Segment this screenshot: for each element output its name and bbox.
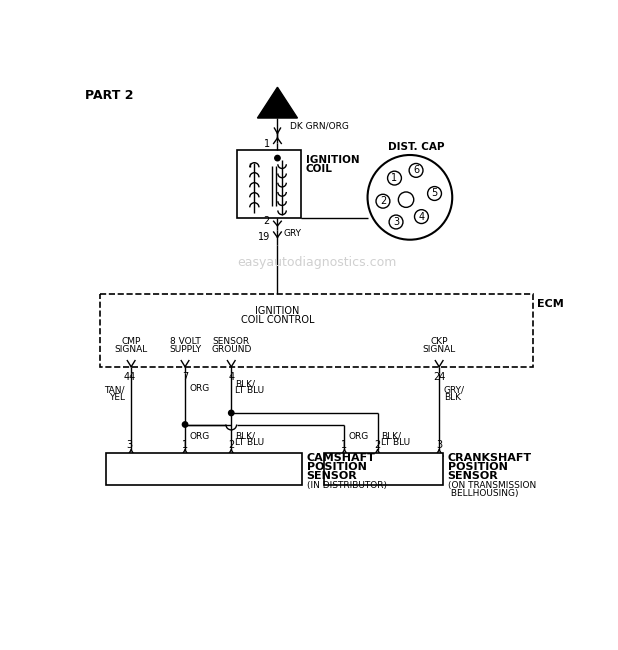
Circle shape (428, 187, 441, 200)
Text: CRANKSHAFT: CRANKSHAFT (447, 452, 531, 463)
Text: POSITION: POSITION (307, 462, 366, 472)
Text: 1: 1 (264, 139, 269, 150)
Text: 19: 19 (258, 233, 269, 242)
Text: BELLHOUSING): BELLHOUSING) (447, 489, 518, 497)
Text: A: A (271, 96, 283, 111)
Circle shape (275, 155, 280, 161)
Text: (ON TRANSMISSION: (ON TRANSMISSION (447, 481, 536, 490)
Polygon shape (258, 87, 297, 118)
Text: easyautodiagnostics.com: easyautodiagnostics.com (237, 256, 396, 269)
Text: 2: 2 (380, 196, 386, 206)
Text: GROUND: GROUND (211, 344, 252, 354)
Text: DK GRN/ORG: DK GRN/ORG (290, 122, 349, 130)
Circle shape (182, 422, 188, 427)
Circle shape (409, 163, 423, 177)
Text: BLK/: BLK/ (235, 379, 255, 388)
Text: LT BLU: LT BLU (235, 437, 265, 447)
Text: ECM: ECM (537, 300, 564, 309)
Circle shape (368, 155, 452, 240)
Text: BLK: BLK (444, 393, 461, 402)
Text: 2: 2 (375, 440, 381, 450)
Text: 1: 1 (341, 440, 347, 450)
Text: 3: 3 (127, 440, 133, 450)
Text: 2: 2 (263, 216, 269, 226)
Text: SIGNAL: SIGNAL (423, 344, 456, 354)
Bar (100, 294, 533, 367)
Text: SENSOR: SENSOR (447, 471, 498, 481)
Text: 4: 4 (418, 212, 425, 222)
Text: CKP: CKP (430, 337, 448, 346)
Text: ORG: ORG (190, 432, 210, 441)
Text: (IN DISTRIBUTOR): (IN DISTRIBUTOR) (307, 481, 387, 490)
Text: 3: 3 (393, 217, 399, 227)
Text: 44: 44 (124, 372, 136, 382)
Text: GRY: GRY (284, 229, 302, 238)
Circle shape (399, 192, 413, 207)
Text: COIL CONTROL: COIL CONTROL (240, 315, 314, 325)
Text: DIST. CAP: DIST. CAP (388, 142, 444, 152)
Text: 8 VOLT: 8 VOLT (170, 337, 200, 346)
Text: 1: 1 (182, 440, 188, 450)
Text: CMP: CMP (122, 337, 141, 346)
Text: IGNITION: IGNITION (306, 155, 360, 164)
Text: COIL: COIL (306, 164, 333, 174)
Text: TAN/: TAN/ (104, 385, 125, 395)
Text: LT BLU: LT BLU (235, 386, 265, 395)
Text: PART 2: PART 2 (85, 89, 133, 102)
Text: GRY/: GRY/ (444, 385, 465, 395)
Text: BLK/: BLK/ (235, 432, 255, 441)
Circle shape (376, 194, 390, 208)
Text: SENSOR: SENSOR (307, 471, 357, 481)
Text: POSITION: POSITION (447, 462, 507, 472)
Circle shape (389, 215, 403, 229)
Text: ORG: ORG (190, 384, 210, 393)
Text: ORG: ORG (349, 432, 368, 441)
Text: 4: 4 (228, 372, 234, 382)
Text: SENSOR: SENSOR (213, 337, 250, 346)
Text: CAMSHAFT: CAMSHAFT (307, 452, 376, 463)
Bar (324, 453, 443, 486)
Text: 24: 24 (433, 372, 446, 382)
Text: YEL: YEL (109, 393, 125, 402)
Text: 2: 2 (228, 440, 234, 450)
Bar (106, 453, 302, 486)
Text: IGNITION: IGNITION (255, 306, 300, 315)
Text: BLK/: BLK/ (381, 432, 402, 441)
Text: 1: 1 (391, 173, 397, 183)
Circle shape (387, 171, 402, 185)
Text: LT BLU: LT BLU (381, 437, 410, 447)
Bar (237, 150, 300, 218)
Circle shape (415, 210, 428, 224)
Text: 5: 5 (431, 188, 438, 198)
Text: 7: 7 (182, 372, 188, 382)
Text: SUPPLY: SUPPLY (169, 344, 201, 354)
Text: 6: 6 (413, 165, 419, 176)
Text: 3: 3 (436, 440, 442, 450)
Circle shape (229, 410, 234, 415)
Text: SIGNAL: SIGNAL (114, 344, 148, 354)
